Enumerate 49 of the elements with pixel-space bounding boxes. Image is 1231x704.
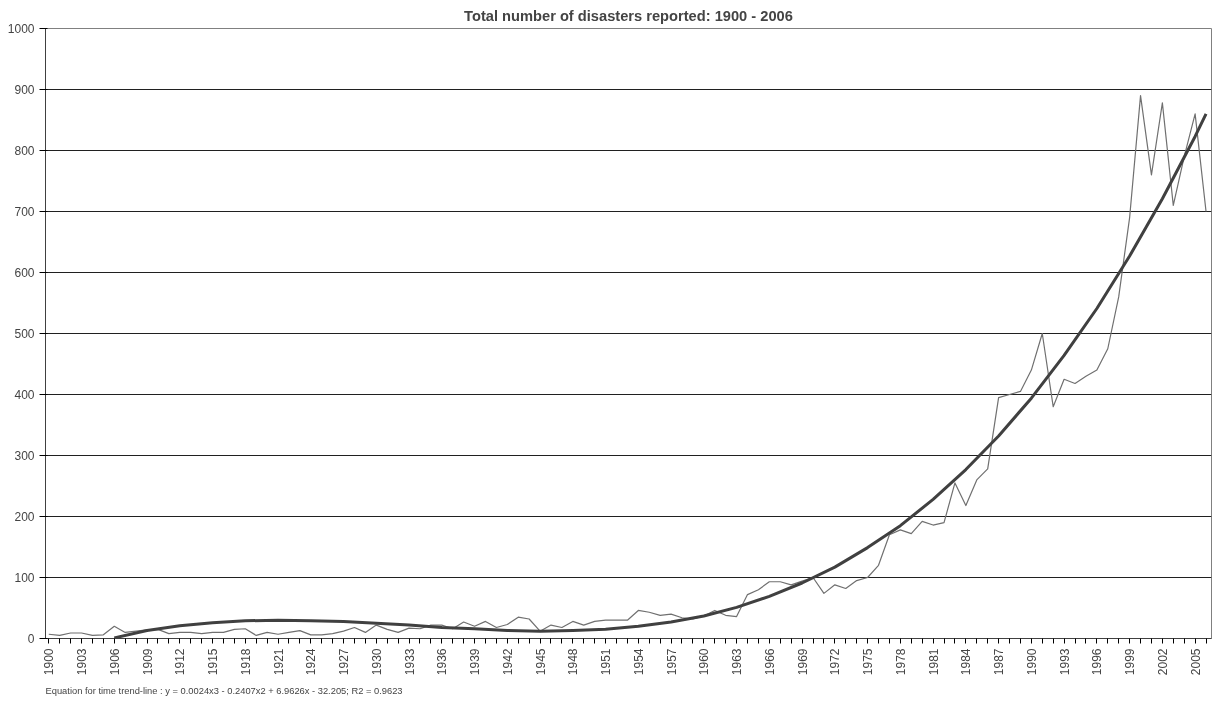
x-tick-label: 1945 [533, 648, 548, 676]
y-tick-label: 700 [14, 205, 35, 219]
x-tick-label: 1903 [75, 648, 90, 676]
x-tick-label: 1978 [893, 648, 908, 676]
x-tick-label: 1900 [42, 648, 57, 676]
y-tick-label: 800 [14, 144, 35, 158]
text: Equation for time trend-line : y = 0.0024x3 - 0.2407x2 + 6.9626x - 32.205; R2 = 0.9623 [45, 685, 403, 696]
x-tick-label: 1939 [468, 648, 483, 676]
x-tick-label: 1918 [238, 648, 253, 676]
x-tick-label: 1984 [959, 648, 974, 676]
x-tick-label: 1921 [271, 648, 286, 676]
x-tick-label: 1954 [631, 648, 646, 676]
y-tick-label: 200 [14, 510, 35, 524]
chart-title: Total number of disasters reported: 1900 - 2006 [464, 7, 793, 24]
y-tick-label: 1000 [7, 22, 35, 36]
x-tick-label: 1966 [762, 648, 777, 676]
y-tick-label: 400 [14, 388, 35, 402]
x-tick-label: 1957 [664, 648, 679, 676]
y-tick-label: 600 [14, 266, 35, 280]
x-tick-label: 2005 [1188, 648, 1203, 676]
x-tick-label: 1969 [795, 648, 810, 676]
x-tick-label: 1960 [697, 648, 712, 676]
x-tick-label: 1987 [992, 648, 1007, 676]
x-tick-label: 1942 [500, 648, 515, 676]
x-tick-label: 1915 [206, 648, 221, 676]
x-tick-label: 1963 [730, 648, 745, 676]
x-tick-label: 1948 [566, 648, 581, 676]
y-tick-label: 300 [14, 449, 35, 463]
x-tick-label: 1909 [140, 648, 155, 676]
y-tick-label: 900 [14, 83, 35, 97]
x-tick-label: 1990 [1024, 648, 1039, 676]
x-tick-label: 1924 [304, 648, 319, 676]
x-tick-label: 2002 [1155, 648, 1170, 676]
x-tick-label: 1972 [828, 648, 843, 676]
x-tick-label: 1975 [861, 648, 876, 676]
y-tick-label: 0 [27, 632, 35, 646]
y-tick-label: 500 [14, 327, 35, 341]
x-tick-label: 1933 [402, 648, 417, 676]
x-tick-label: 1996 [1090, 648, 1105, 676]
x-tick-label: 1981 [926, 648, 941, 676]
y-tick-label: 100 [14, 571, 35, 585]
x-tick-label: 1927 [337, 648, 352, 676]
x-tick-label: 1951 [599, 648, 614, 676]
x-tick-label: 1906 [107, 648, 122, 676]
x-tick-label: 1999 [1123, 648, 1138, 676]
x-tick-label: 1993 [1057, 648, 1072, 676]
x-tick-label: 1936 [435, 648, 450, 676]
x-tick-label: 1930 [369, 648, 384, 676]
x-tick-label: 1912 [173, 648, 188, 676]
